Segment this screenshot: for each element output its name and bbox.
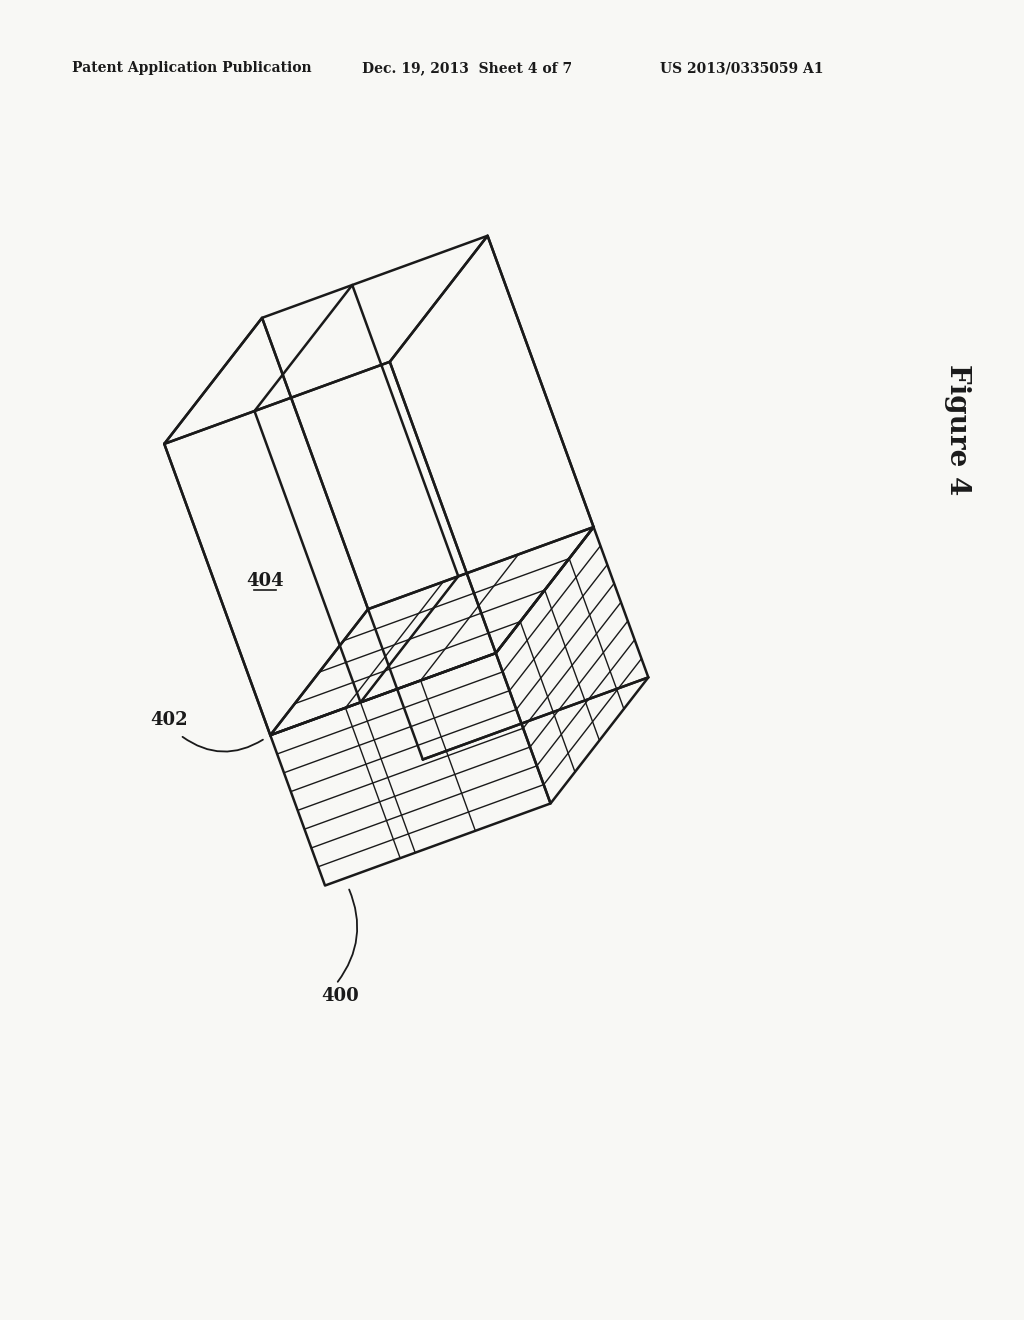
Text: Patent Application Publication: Patent Application Publication <box>72 61 311 75</box>
FancyArrowPatch shape <box>182 737 263 751</box>
Text: 404: 404 <box>246 572 284 590</box>
Text: Dec. 19, 2013  Sheet 4 of 7: Dec. 19, 2013 Sheet 4 of 7 <box>362 61 572 75</box>
Text: 402: 402 <box>151 711 188 729</box>
Text: 400: 400 <box>322 987 358 1005</box>
FancyArrowPatch shape <box>338 890 357 982</box>
Text: Figure 4: Figure 4 <box>944 364 972 495</box>
Text: US 2013/0335059 A1: US 2013/0335059 A1 <box>660 61 823 75</box>
